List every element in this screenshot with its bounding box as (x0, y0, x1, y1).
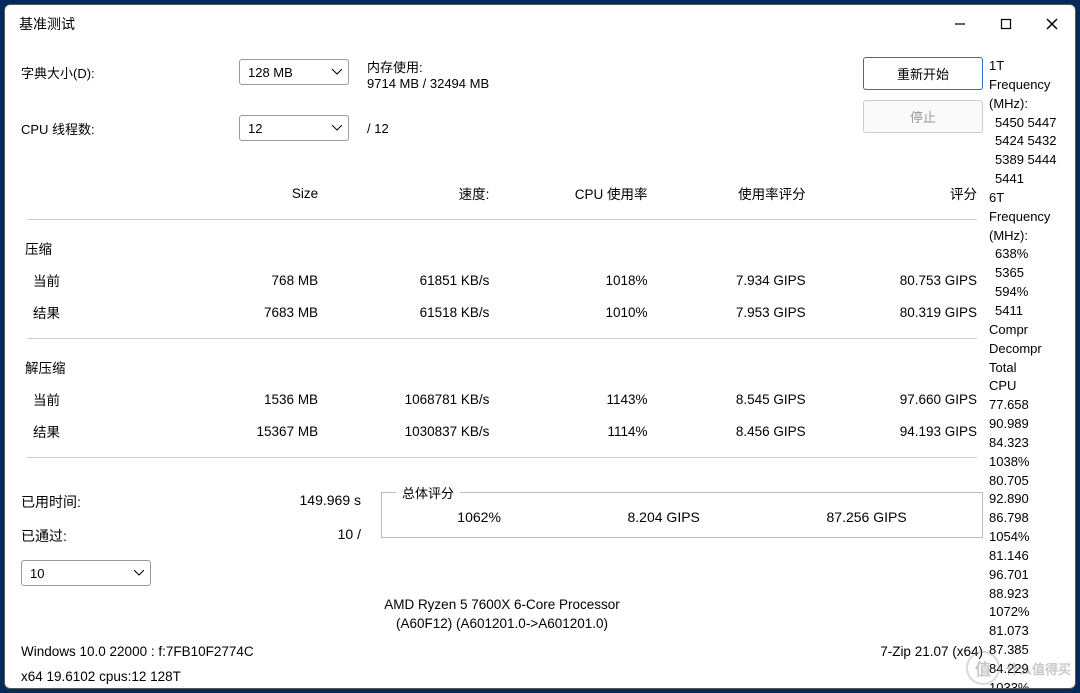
t1-freq-values: 5450 5447 5424 5432 5389 5444 5441 (989, 114, 1059, 189)
watermark-icon: 值 (966, 651, 1000, 685)
elapsed-value: 149.969 s (241, 492, 361, 512)
cpu-name: AMD Ryzen 5 7600X 6-Core Processor (21, 596, 983, 615)
mem-usage-label: 内存使用: (367, 57, 845, 76)
minimize-icon[interactable] (937, 5, 983, 43)
window-controls (937, 5, 1075, 43)
t6-freq-label: 6T Frequency (MHz): (989, 189, 1059, 246)
col-usage-score: 使用率评分 (654, 177, 812, 209)
table-row: 当前 1536 MB 1068781 KB/s 1143% 8.545 GIPS… (21, 383, 983, 415)
overall-score: 87.256 GIPS (827, 509, 907, 525)
cpu-id: (A60F12) (A601201.0->A601201.0) (21, 615, 983, 634)
mem-usage-value: 9714 MB / 32494 MB (367, 76, 845, 91)
compress-section: 压缩 (21, 232, 179, 264)
table-row: 当前 768 MB 61851 KB/s 1018% 7.934 GIPS 80… (21, 264, 983, 296)
frequency-panel: 1T Frequency (MHz): 5450 5447 5424 5432 … (983, 57, 1059, 678)
col-score: 评分 (812, 177, 983, 209)
t1-freq-label: 1T Frequency (MHz): (989, 57, 1059, 114)
decompress-section: 解压缩 (21, 351, 179, 383)
col-total: Total (989, 359, 1045, 378)
overall-cpu: 1062% (457, 509, 501, 525)
cpu-threads-label: CPU 线程数: (21, 119, 95, 138)
col-compr: Compr (989, 321, 1045, 340)
freq-row: 81.14696.70188.9231072% (989, 547, 1059, 622)
watermark: 值 什么值得买 (966, 647, 1076, 689)
arch-info: x64 19.6102 cpus:12 128T (21, 669, 983, 684)
dict-size-label: 字典大小(D): (21, 63, 95, 82)
threads-total: / 12 (367, 121, 389, 136)
passed-value: 10 / (241, 526, 361, 546)
results-table: Size 速度: CPU 使用率 使用率评分 评分 压缩 当前 768 MB 6… (21, 177, 983, 470)
col-cpu: CPU 使用率 (495, 177, 653, 209)
passes-select[interactable]: 10 (21, 560, 151, 586)
overall-score-box: 总体评分 1062% 8.204 GIPS 87.256 GIPS (381, 492, 983, 538)
freq-row: 80.70592.89086.7981054% (989, 472, 1059, 547)
os-info: Windows 10.0 22000 : f:7FB10F2774C (21, 644, 254, 659)
overall-usage-score: 8.204 GIPS (628, 509, 700, 525)
watermark-text: 什么值得买 (1006, 659, 1071, 678)
overall-legend: 总体评分 (396, 483, 460, 502)
freq-row: 77.65890.98984.3231038% (989, 396, 1059, 471)
table-row: 结果 15367 MB 1030837 KB/s 1114% 8.456 GIP… (21, 415, 983, 447)
window-title: 基准测试 (19, 14, 75, 34)
close-icon[interactable] (1029, 5, 1075, 43)
passed-label: 已通过: (21, 526, 67, 546)
restart-button[interactable]: 重新开始 (863, 57, 983, 90)
col-speed: 速度: (324, 177, 495, 209)
col-size: Size (179, 177, 324, 209)
benchmark-window: 基准测试 字典大小(D): CPU 线程数: 128 MB 12 内存使用: (4, 4, 1076, 689)
elapsed-label: 已用时间: (21, 492, 81, 512)
col-cpu-pct: CPU (989, 377, 1049, 396)
maximize-icon[interactable] (983, 5, 1029, 43)
table-row: 结果 7683 MB 61518 KB/s 1010% 7.953 GIPS 8… (21, 296, 983, 328)
t6-freq-values: 638% 5365 594% 5411 (989, 245, 1059, 320)
threads-select[interactable]: 12 (239, 115, 349, 141)
stop-button[interactable]: 停止 (863, 100, 983, 133)
col-decompr: Decompr (989, 340, 1059, 359)
dict-size-select[interactable]: 128 MB (239, 59, 349, 85)
titlebar: 基准测试 (5, 5, 1075, 43)
